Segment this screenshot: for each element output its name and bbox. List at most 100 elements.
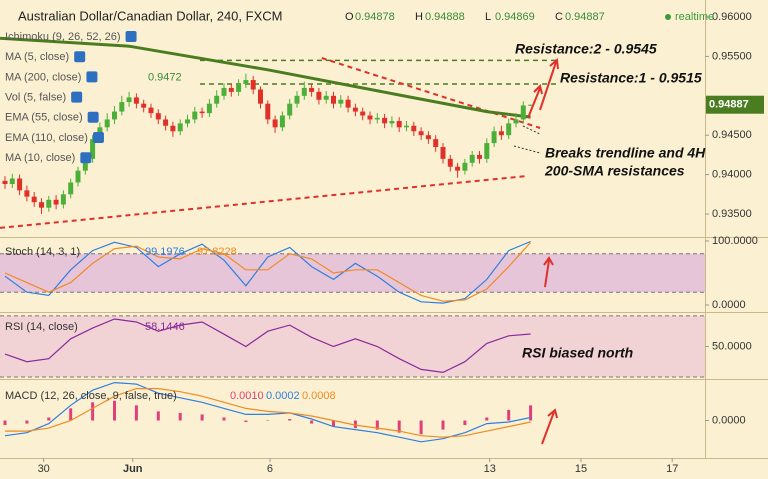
y-tick-label: 100.0000 bbox=[712, 235, 758, 247]
candle-body bbox=[360, 111, 366, 116]
candle-body bbox=[199, 111, 205, 114]
indicator-icon bbox=[125, 31, 137, 42]
annotation: Breaks trendline and 4H bbox=[545, 145, 706, 161]
candle-body bbox=[185, 119, 191, 124]
arrow bbox=[539, 58, 559, 111]
histogram-bar bbox=[156, 411, 160, 421]
candle-body bbox=[425, 135, 431, 140]
candle-body bbox=[528, 104, 534, 106]
y-tick-label: 0.95500 bbox=[712, 50, 752, 62]
trendline bbox=[0, 174, 528, 229]
indicator-legend: EMA (55, close) bbox=[5, 112, 83, 124]
pane-title: Stoch (14, 3, 1) bbox=[5, 246, 80, 258]
histogram-bar bbox=[134, 405, 138, 421]
candle-body bbox=[477, 154, 483, 159]
candle-body bbox=[462, 162, 468, 171]
indicator-icon bbox=[87, 111, 99, 123]
trendline bbox=[321, 57, 541, 129]
candle-body bbox=[491, 131, 497, 144]
y-tick-label: 0.94000 bbox=[712, 169, 752, 181]
x-tick-label: 6 bbox=[267, 463, 273, 475]
x-tick-label: 30 bbox=[38, 463, 50, 475]
histogram-bar bbox=[178, 412, 182, 421]
ohlc-label: O bbox=[345, 11, 354, 23]
candle-body bbox=[170, 125, 176, 132]
pane-value: 0.0002 bbox=[266, 390, 300, 402]
candle-body bbox=[331, 95, 337, 104]
ma-line bbox=[0, 36, 531, 119]
candle-body bbox=[206, 103, 212, 114]
candle-body bbox=[119, 102, 125, 112]
candle-body bbox=[126, 97, 132, 103]
band bbox=[0, 315, 705, 378]
candle-body bbox=[345, 99, 351, 108]
histogram-bar bbox=[222, 417, 226, 421]
x-tick-label: 13 bbox=[484, 463, 496, 475]
candle-body bbox=[112, 111, 118, 120]
arrow bbox=[543, 256, 554, 288]
x-tick-label: 15 bbox=[575, 463, 587, 475]
candle-body bbox=[440, 147, 446, 159]
candle-body bbox=[513, 119, 519, 124]
candle-body bbox=[447, 158, 453, 167]
candle-body bbox=[82, 158, 88, 171]
candle-body bbox=[133, 97, 139, 104]
histogram-bar bbox=[69, 408, 73, 421]
pane-value: 0.0010 bbox=[230, 390, 264, 402]
pane-value: 58.1446 bbox=[145, 321, 185, 333]
histogram-bar bbox=[3, 420, 7, 426]
candle-body bbox=[155, 113, 161, 120]
histogram-bar bbox=[485, 417, 489, 421]
ohlc-label: L bbox=[485, 11, 491, 23]
indicator-legend: EMA (110, close) bbox=[5, 132, 88, 144]
indicator-line bbox=[5, 388, 531, 438]
histogram-bar bbox=[244, 420, 248, 423]
plot-layer: 30 Jun 6 13 15 17 0.96000 0.95500 0.94500 0.94000… bbox=[0, 11, 764, 475]
candle-body bbox=[404, 125, 410, 128]
candle-body bbox=[24, 190, 30, 197]
candle-body bbox=[279, 115, 285, 128]
x-tick-label: 17 bbox=[666, 463, 678, 475]
histogram-bar bbox=[419, 420, 423, 435]
candle-body bbox=[177, 123, 183, 132]
indicator-legend: Ichimoku (9, 26, 52, 26) bbox=[5, 31, 121, 43]
candle-body bbox=[31, 196, 37, 203]
candle-body bbox=[396, 121, 402, 128]
histogram-bar bbox=[375, 420, 379, 430]
histogram-bar bbox=[25, 420, 29, 424]
candle-body bbox=[316, 91, 322, 100]
candle-body bbox=[374, 117, 380, 120]
pane-value: 97.8228 bbox=[197, 246, 237, 258]
candle-body bbox=[163, 119, 169, 126]
histogram-bar bbox=[113, 400, 117, 421]
candle-body bbox=[243, 80, 249, 84]
indicator-line bbox=[4, 318, 531, 374]
candle-body bbox=[309, 87, 315, 92]
histogram-bar bbox=[507, 409, 511, 421]
y-tick-label: 0.0000 bbox=[712, 414, 746, 426]
histogram-bar bbox=[266, 420, 270, 422]
histogram-bar bbox=[441, 420, 445, 430]
arrows bbox=[527, 58, 559, 445]
pane-value: 99.1976 bbox=[145, 246, 185, 258]
ohlc-value: 0.94878 bbox=[355, 11, 395, 23]
candle-body bbox=[455, 166, 461, 171]
histogram-bar bbox=[200, 414, 204, 421]
candle-body bbox=[104, 119, 110, 128]
ohlc-label: C bbox=[555, 11, 563, 23]
histogram-bar bbox=[463, 420, 467, 426]
candle-body bbox=[411, 125, 417, 132]
candle-body bbox=[352, 107, 358, 112]
pointer bbox=[522, 125, 541, 135]
candle-body bbox=[39, 202, 45, 208]
candle-body bbox=[2, 180, 8, 185]
pane-title: MACD (12, 26, close, 9, false, true) bbox=[5, 390, 177, 402]
histogram-bar bbox=[529, 405, 533, 421]
y-tick-label: 0.94500 bbox=[712, 129, 752, 141]
indicator-line bbox=[4, 381, 531, 443]
candle-body bbox=[433, 139, 439, 148]
histogram-bar bbox=[310, 420, 314, 424]
candle-body bbox=[60, 194, 66, 205]
